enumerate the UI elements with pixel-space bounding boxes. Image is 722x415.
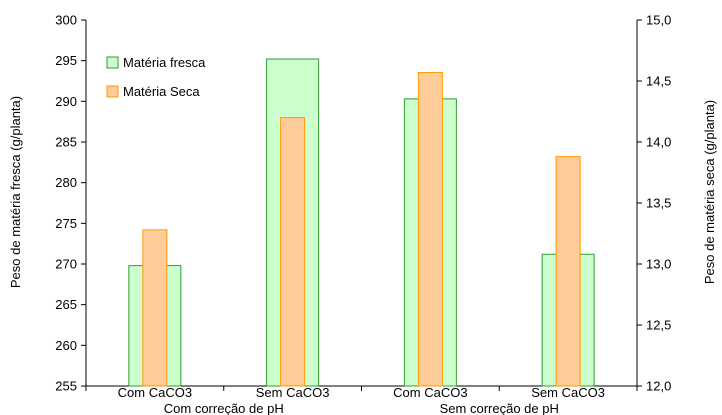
left-axis-title: Peso de matéria fresca (g/planta) xyxy=(8,96,23,288)
x-tick-label: Com CaCO3 xyxy=(393,385,467,400)
bars xyxy=(128,58,595,387)
left-tick-label: 265 xyxy=(55,297,77,312)
legend: Matéria fresca Matéria Seca xyxy=(106,55,206,99)
left-tick-label: 295 xyxy=(55,53,77,68)
left-tick-label: 255 xyxy=(55,379,77,394)
left-tick-label: 270 xyxy=(55,257,77,272)
legend-label-seca: Matéria Seca xyxy=(123,84,200,99)
right-tick-label: 12,0 xyxy=(646,379,671,394)
right-tick-label: 13,5 xyxy=(646,196,671,211)
left-tick-label: 285 xyxy=(55,135,77,150)
right-tick-label: 14,0 xyxy=(646,135,671,150)
right-tick-label: 14,5 xyxy=(646,74,671,89)
bar-materia-seca xyxy=(555,156,581,387)
x-tick-label: Sem CaCO3 xyxy=(256,385,330,400)
bar-materia-seca xyxy=(417,71,443,387)
legend-label-fresca: Matéria fresca xyxy=(123,55,206,70)
x-tick-label: Sem CaCO3 xyxy=(531,385,605,400)
left-tick-label: 290 xyxy=(55,94,77,109)
right-axis-title: Peso de matéria seca (g/planta) xyxy=(702,100,717,284)
bar-materia-seca xyxy=(280,117,306,387)
left-tick-label: 275 xyxy=(55,216,77,231)
left-tick-label: 300 xyxy=(55,13,77,28)
x-group-label: Com correção de pH xyxy=(164,401,284,415)
bar-materia-seca xyxy=(142,229,168,387)
right-tick-label: 12,5 xyxy=(646,318,671,333)
right-tick-label: 13,0 xyxy=(646,257,671,272)
tick-labels: 255 260 265 270 275 280 285 290 295 300 12,0 12,5 13… xyxy=(55,13,671,415)
left-tick-label: 280 xyxy=(55,175,77,190)
left-tick-label: 260 xyxy=(55,338,77,353)
x-group-label: Sem correção de pH xyxy=(440,401,559,415)
x-tick-label: Com CaCO3 xyxy=(118,385,192,400)
right-tick-label: 15,0 xyxy=(646,13,671,28)
legend-swatch-fresca xyxy=(106,56,119,69)
legend-swatch-seca xyxy=(106,85,119,98)
